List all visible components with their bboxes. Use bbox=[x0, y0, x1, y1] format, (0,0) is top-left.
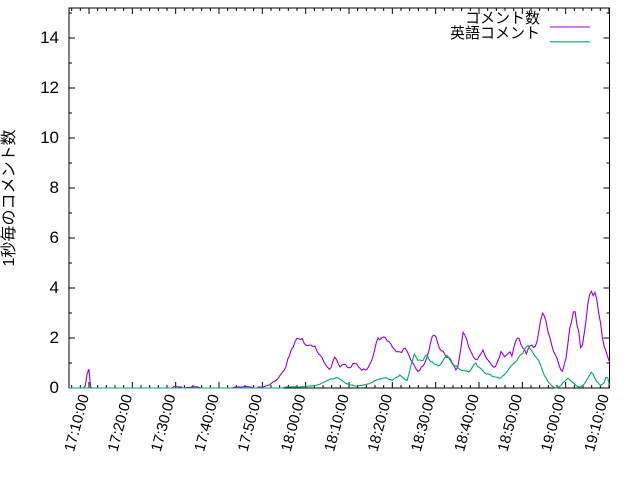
svg-text:6: 6 bbox=[50, 228, 59, 247]
svg-text:8: 8 bbox=[50, 178, 59, 197]
svg-text:1秒毎のコメント数: 1秒毎のコメント数 bbox=[0, 130, 18, 267]
svg-text:14: 14 bbox=[40, 28, 59, 47]
svg-text:4: 4 bbox=[50, 278, 59, 297]
svg-text:2: 2 bbox=[50, 328, 59, 347]
svg-text:英語コメント: 英語コメント bbox=[450, 24, 540, 42]
svg-text:12: 12 bbox=[40, 78, 59, 97]
svg-text:10: 10 bbox=[40, 128, 59, 147]
svg-text:0: 0 bbox=[50, 378, 59, 397]
